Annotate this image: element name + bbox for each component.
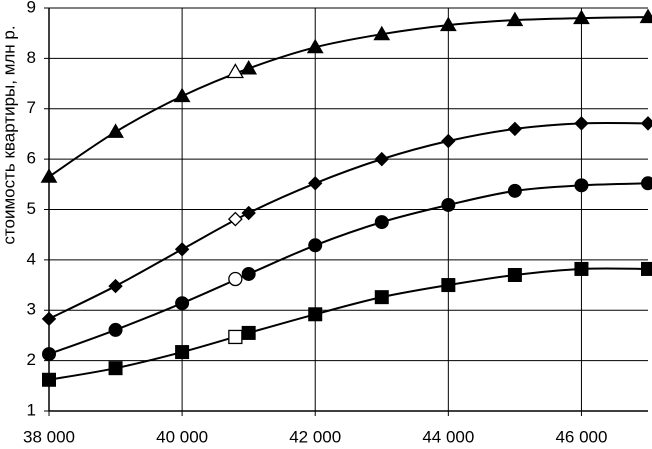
y-tick-label: 1 bbox=[27, 400, 36, 419]
point bbox=[441, 278, 456, 293]
series-line bbox=[48, 267, 649, 381]
point bbox=[507, 121, 523, 137]
point bbox=[174, 242, 190, 257]
point bbox=[373, 25, 391, 41]
point bbox=[175, 345, 190, 360]
y-tick-label: 9 bbox=[27, 0, 36, 16]
y-tick-label: 8 bbox=[27, 48, 36, 67]
x-tick-label: 46 000 bbox=[555, 427, 607, 446]
point bbox=[40, 168, 58, 183]
point bbox=[42, 372, 56, 387]
point bbox=[241, 325, 256, 340]
point bbox=[241, 205, 256, 221]
point bbox=[173, 87, 191, 103]
point bbox=[308, 238, 323, 253]
point bbox=[308, 176, 323, 191]
point bbox=[507, 183, 522, 198]
series-line bbox=[48, 16, 649, 178]
series-line bbox=[48, 182, 649, 356]
point bbox=[441, 133, 456, 149]
x-tick-label: 38 000 bbox=[23, 427, 75, 446]
point bbox=[374, 290, 389, 305]
point bbox=[374, 215, 389, 230]
y-tick-label: 4 bbox=[27, 249, 36, 268]
point bbox=[439, 16, 457, 32]
y-tick-label: 3 bbox=[27, 300, 36, 319]
point bbox=[308, 307, 323, 322]
point bbox=[374, 151, 389, 167]
point bbox=[641, 261, 652, 276]
y-tick-label: 6 bbox=[27, 149, 36, 168]
point bbox=[573, 9, 590, 25]
point bbox=[640, 116, 652, 131]
x-tick-label: 42 000 bbox=[289, 427, 341, 446]
y-tick-label: 2 bbox=[27, 350, 36, 369]
point bbox=[574, 261, 589, 276]
y-tick-label: 7 bbox=[27, 98, 36, 117]
highlight-point bbox=[228, 271, 243, 287]
point bbox=[507, 267, 522, 282]
y-axis-title: стоимость квартиры, млн р. bbox=[0, 25, 18, 244]
point bbox=[107, 123, 124, 138]
y-tick-label: 5 bbox=[27, 199, 36, 218]
point bbox=[108, 361, 123, 376]
point bbox=[175, 296, 190, 311]
highlight-point bbox=[226, 63, 244, 79]
point bbox=[641, 176, 652, 191]
point bbox=[506, 11, 524, 27]
point bbox=[639, 8, 652, 24]
point bbox=[241, 266, 256, 281]
x-tick-label: 40 000 bbox=[156, 427, 208, 446]
point bbox=[441, 197, 456, 212]
point bbox=[306, 38, 324, 54]
point bbox=[41, 311, 57, 327]
point bbox=[108, 278, 123, 294]
highlight-point bbox=[228, 329, 243, 345]
point bbox=[574, 116, 589, 131]
highlight-point bbox=[227, 211, 243, 227]
point bbox=[240, 59, 258, 75]
series-line bbox=[48, 121, 649, 320]
point bbox=[108, 322, 123, 337]
x-tick-label: 44 000 bbox=[422, 427, 474, 446]
point bbox=[574, 178, 589, 193]
point bbox=[42, 347, 56, 362]
